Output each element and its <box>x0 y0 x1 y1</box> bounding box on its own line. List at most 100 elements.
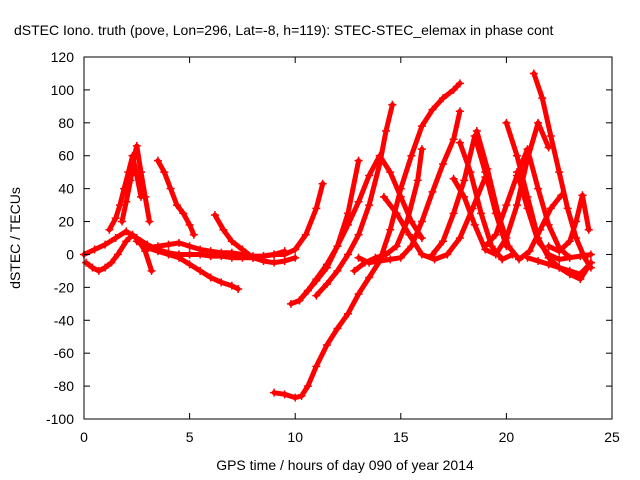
data-point <box>544 220 553 229</box>
data-point <box>565 237 574 246</box>
series-line <box>546 192 592 254</box>
series-line <box>531 71 594 271</box>
data-point <box>439 94 448 103</box>
data-point <box>455 138 464 147</box>
data-point <box>428 105 437 114</box>
x-tick-label: 5 <box>186 429 194 445</box>
data-point <box>217 252 226 261</box>
data-point <box>449 135 458 144</box>
data-point <box>417 122 426 131</box>
data-point <box>303 382 312 391</box>
data-point <box>365 273 374 282</box>
data-point <box>185 260 194 269</box>
y-tick-label: 20 <box>58 214 74 230</box>
data-point <box>477 209 486 218</box>
series-line <box>451 120 552 257</box>
data-point <box>270 250 279 259</box>
data-point <box>122 237 131 246</box>
data-point <box>280 250 289 259</box>
data-point <box>303 286 312 295</box>
data-point <box>417 234 426 242</box>
data-point <box>455 107 464 116</box>
data-point <box>534 237 543 246</box>
data-point <box>354 253 363 262</box>
x-tick-label: 10 <box>287 429 303 445</box>
data-point <box>206 273 215 282</box>
y-tick-label: 0 <box>66 246 74 262</box>
y-tick-layer: -100 -80 -60 -40 -20 0 20 40 60 80 100 120 <box>46 49 612 427</box>
data-point <box>523 253 532 262</box>
data-point <box>248 253 257 262</box>
data-point <box>318 179 327 188</box>
data-point <box>449 85 458 94</box>
data-point <box>504 242 513 251</box>
data-point <box>584 225 593 234</box>
data-point <box>132 237 141 246</box>
data-point <box>565 253 574 262</box>
data-point <box>428 250 437 259</box>
data-point <box>196 250 205 259</box>
data-point <box>172 201 181 210</box>
data-point <box>565 266 574 275</box>
data-point <box>586 250 595 259</box>
data-point <box>544 260 553 269</box>
plot-frame <box>83 56 613 420</box>
data-point <box>217 278 226 287</box>
data-layer <box>80 69 595 402</box>
data-series <box>512 168 595 264</box>
data-point <box>396 192 405 201</box>
data-point <box>578 191 587 200</box>
data-series <box>544 191 593 256</box>
data-point <box>546 204 555 213</box>
data-point <box>238 245 247 254</box>
y-tick-label: -20 <box>54 279 74 295</box>
data-point <box>333 242 342 251</box>
data-point <box>417 145 426 154</box>
y-tick-label: 60 <box>58 148 74 164</box>
data-point <box>407 151 416 160</box>
data-point <box>365 171 374 180</box>
data-point <box>365 258 374 267</box>
data-point <box>365 201 374 210</box>
y-tick-label: -60 <box>54 345 74 361</box>
data-point <box>481 242 490 251</box>
data-series <box>428 131 511 259</box>
data-point <box>439 159 448 168</box>
data-point <box>460 192 469 201</box>
data-point <box>392 209 401 218</box>
data-point <box>118 217 127 226</box>
data-point <box>449 174 458 183</box>
data-point <box>185 220 194 229</box>
data-point <box>382 250 391 259</box>
data-series <box>312 100 397 300</box>
y-tick-label: 120 <box>51 49 75 65</box>
data-point <box>379 192 388 201</box>
data-series <box>455 138 517 264</box>
data-series <box>175 179 327 262</box>
data-point <box>449 209 458 218</box>
data-point <box>555 255 564 264</box>
data-point <box>417 250 426 259</box>
data-point <box>115 201 124 210</box>
chart-title: dSTEC Iono. truth (pove, Lon=296, Lat=-8… <box>14 22 554 38</box>
data-point <box>529 69 538 78</box>
data-point <box>523 204 532 213</box>
data-point <box>141 192 150 201</box>
x-tick-label: 25 <box>604 429 620 445</box>
x-tick-label: 20 <box>499 429 515 445</box>
data-point <box>90 245 99 254</box>
y-tick-label: 80 <box>58 115 74 131</box>
data-point <box>534 257 543 266</box>
data-point <box>333 324 342 333</box>
data-point <box>523 145 532 154</box>
data-point <box>291 393 300 402</box>
y-axis-label: dSTEC / TECUs <box>7 187 23 289</box>
data-point <box>175 238 184 247</box>
data-point <box>466 168 475 177</box>
data-point <box>322 263 331 272</box>
data-point <box>107 258 116 267</box>
data-point <box>312 362 321 371</box>
data-point <box>185 250 194 259</box>
data-point <box>392 242 401 251</box>
